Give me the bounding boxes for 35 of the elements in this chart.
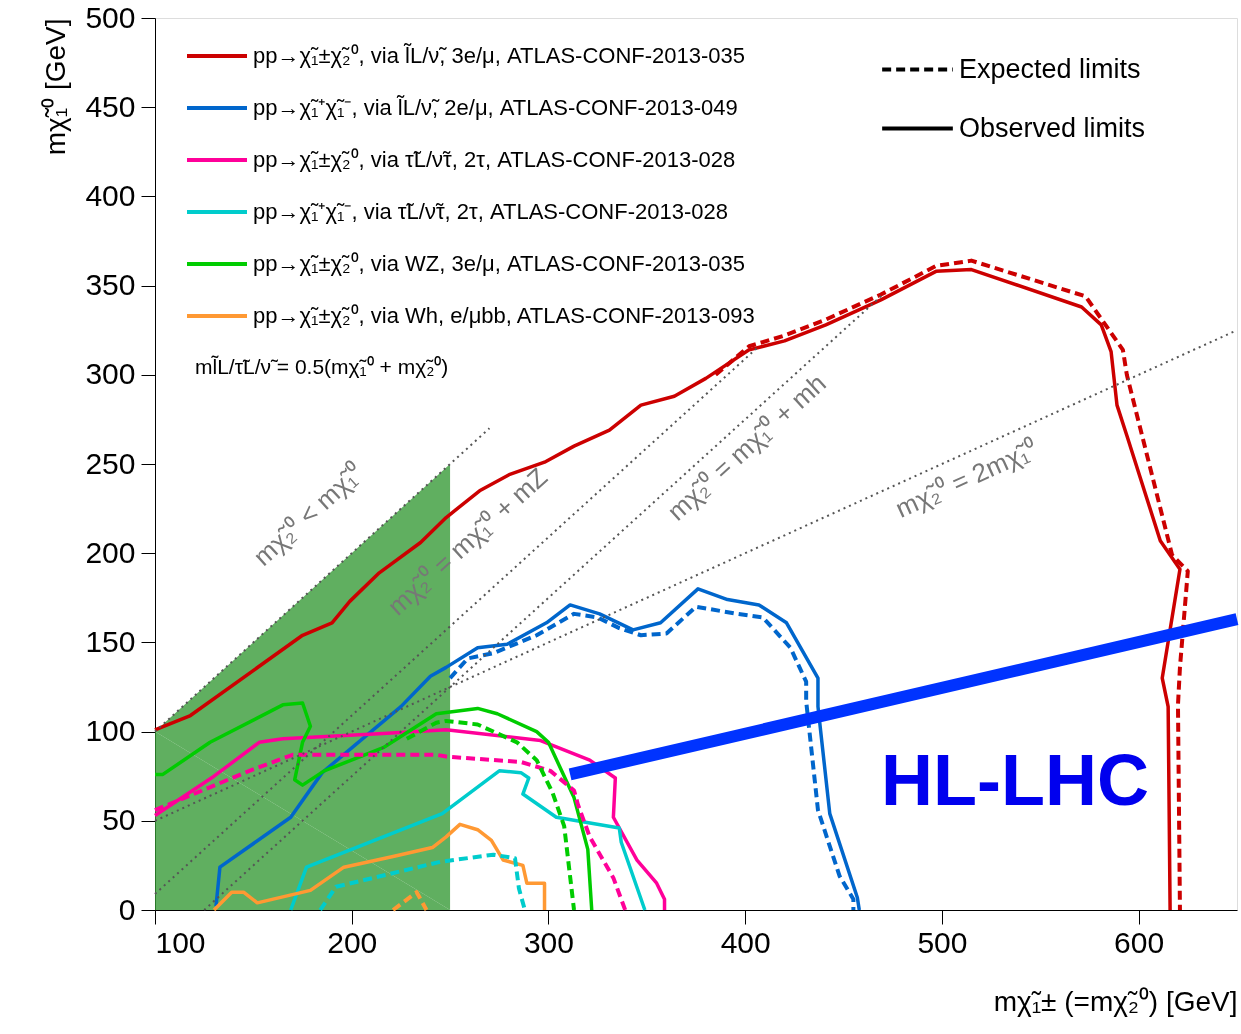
y-tick-label: 50 xyxy=(102,803,136,837)
annotation: HL-LHC xyxy=(881,740,1149,820)
x-tick-label: 500 xyxy=(917,925,968,959)
line-series xyxy=(404,718,577,912)
legend-label: pp→χ̃₁±χ̃₂⁰, via WZ, 3e/μ, ATLAS-CONF-2013-035 xyxy=(253,251,745,276)
x-tick-label: 100 xyxy=(155,925,206,959)
x-tick-label: 200 xyxy=(327,925,378,959)
y-tick-label: 250 xyxy=(85,446,136,480)
x-tick-label: 600 xyxy=(1114,925,1165,959)
y-axis-title: mχ̃₁⁰ [GeV] xyxy=(40,18,72,156)
line-series xyxy=(318,852,527,912)
line-series xyxy=(212,822,547,912)
x-axis-title: mχ̃₁± (=mχ̃₂⁰) [GeV] xyxy=(993,985,1238,1017)
legend-label: pp→χ̃₁±χ̃₂⁰, via l̃L/ν̃, 3e/μ, ATLAS-CONF-2013-035 xyxy=(253,42,746,68)
x-tick-label: 300 xyxy=(523,925,574,959)
annotation: ml̃L/τ̃L/ν̃ = 0.5(mχ̃₁⁰ + mχ̃₂⁰) xyxy=(195,355,449,378)
y-tick-label: 350 xyxy=(85,268,136,302)
legend-label: pp→χ̃₁±χ̃₂⁰, via Wh, e/μbb, ATLAS-CONF-2013-093 xyxy=(253,303,755,328)
annotation: Expected limits xyxy=(959,53,1141,84)
legend-label: pp→χ̃₁⁺χ̃₁⁻, via τ̃L/ν̃τ, 2τ, ATLAS-CONF-2013-028 xyxy=(253,199,728,224)
y-tick-label: 100 xyxy=(85,714,136,748)
y-tick-label: 300 xyxy=(85,357,136,391)
legend-label: pp→χ̃₁±χ̃₂⁰, via τ̃L/ν̃τ, 2τ, ATLAS-CONF-2013-028 xyxy=(253,147,736,172)
line-series xyxy=(288,769,647,912)
y-tick-label: 450 xyxy=(85,89,136,123)
line-series xyxy=(153,728,667,912)
y-tick-label: 0 xyxy=(118,892,136,926)
x-tick-label: 400 xyxy=(720,925,771,959)
line-series xyxy=(153,701,594,912)
y-tick-label: 400 xyxy=(85,178,136,212)
y-tick-label: 500 xyxy=(85,0,136,34)
y-tick-label: 150 xyxy=(85,624,136,658)
y-tick-label: 200 xyxy=(85,535,136,569)
annotation: Observed limits xyxy=(959,112,1146,143)
legend-label: pp→χ̃₁⁺χ̃₁⁻, via l̃L/ν̃, 2e/μ, ATLAS-CONF-2013-049 xyxy=(253,94,738,120)
